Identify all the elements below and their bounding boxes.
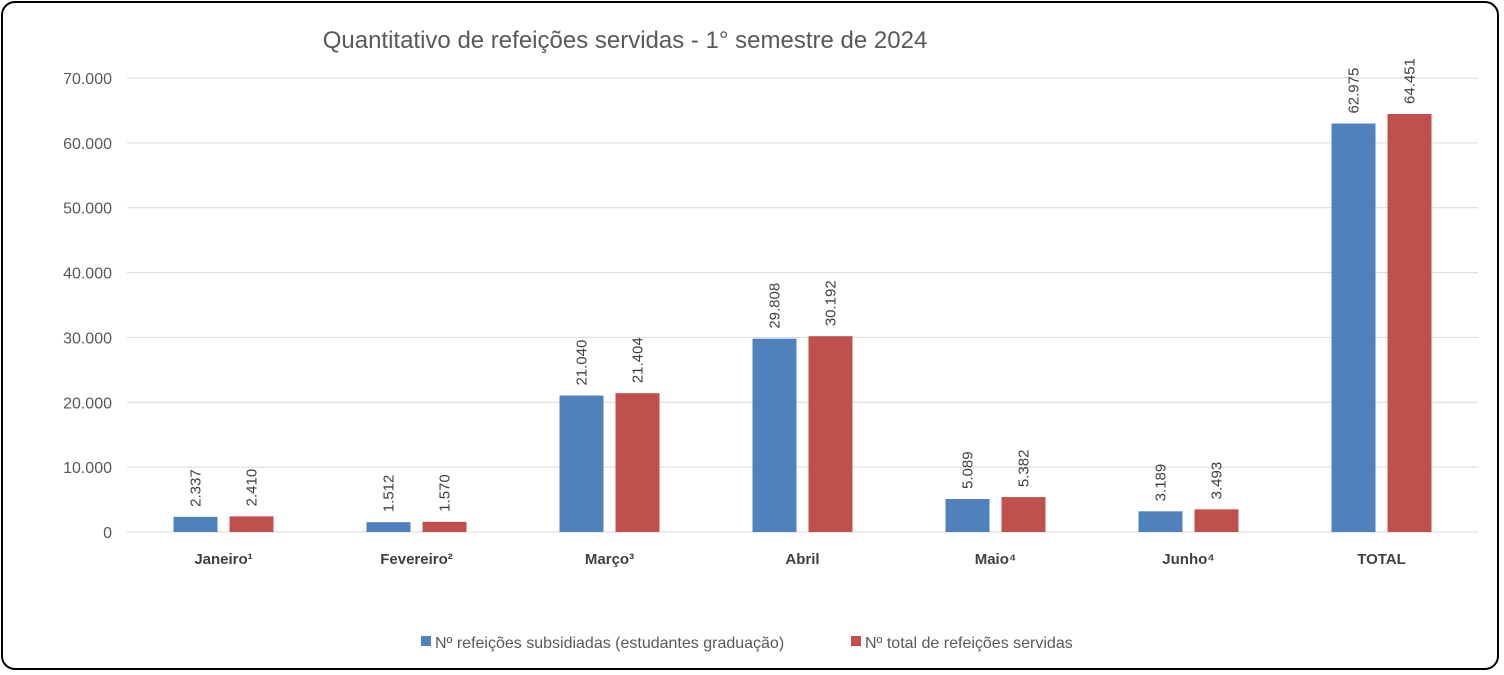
- bar: [752, 338, 797, 532]
- legend-swatch: [421, 636, 431, 646]
- data-label: 5.089: [960, 451, 977, 489]
- x-tick-label: Fevereiro²: [380, 551, 453, 568]
- data-label: 5.382: [1016, 450, 1033, 488]
- bar: [1194, 509, 1239, 532]
- x-tick-label: Maio⁴: [975, 551, 1017, 568]
- data-label: 2.410: [244, 469, 261, 507]
- legend-swatch: [851, 636, 861, 646]
- y-tick-label: 20.000: [63, 395, 112, 412]
- data-label: 1.512: [381, 475, 398, 513]
- bar: [1331, 123, 1376, 533]
- y-tick-label: 30.000: [63, 330, 112, 347]
- bar: [1138, 511, 1183, 532]
- legend-label: Nº refeições subsidiadas (estudantes gra…: [435, 635, 784, 652]
- x-tick-label: Junho⁴: [1162, 551, 1214, 568]
- bar: [422, 521, 467, 532]
- bar: [1001, 497, 1046, 532]
- bar: [615, 393, 660, 532]
- x-tick-label: Janeiro¹: [194, 551, 252, 568]
- y-tick-label: 40.000: [63, 266, 112, 283]
- data-label: 64.451: [1402, 58, 1419, 104]
- data-label: 1.570: [436, 474, 453, 512]
- x-tick-label: Março³: [585, 551, 634, 568]
- bar: [559, 395, 604, 532]
- data-label: 2.337: [188, 469, 205, 507]
- legend-label: Nº total de refeições servidas: [865, 635, 1073, 652]
- bar: [945, 498, 990, 532]
- y-tick-label: 10.000: [63, 460, 112, 477]
- data-label: 21.040: [574, 340, 591, 386]
- chart-title: Quantitativo de refeições servidas - 1° …: [323, 27, 928, 54]
- data-label: 30.192: [823, 280, 840, 326]
- bar: [366, 522, 411, 532]
- y-tick-label: 50.000: [63, 201, 112, 218]
- data-label: 21.404: [630, 337, 647, 383]
- data-label: 3.189: [1153, 464, 1170, 502]
- data-label: 29.808: [767, 283, 784, 329]
- bar: [808, 336, 853, 532]
- y-tick-label: 0: [103, 525, 112, 542]
- bar: [1387, 113, 1432, 532]
- x-tick-label: TOTAL: [1357, 551, 1406, 568]
- data-label: 62.975: [1346, 68, 1363, 114]
- x-tick-label: Abril: [785, 551, 819, 568]
- data-label: 3.493: [1209, 462, 1226, 500]
- bar: [173, 516, 218, 532]
- bar: [229, 516, 274, 532]
- y-tick-label: 70.000: [63, 71, 112, 88]
- y-tick-label: 60.000: [63, 136, 112, 153]
